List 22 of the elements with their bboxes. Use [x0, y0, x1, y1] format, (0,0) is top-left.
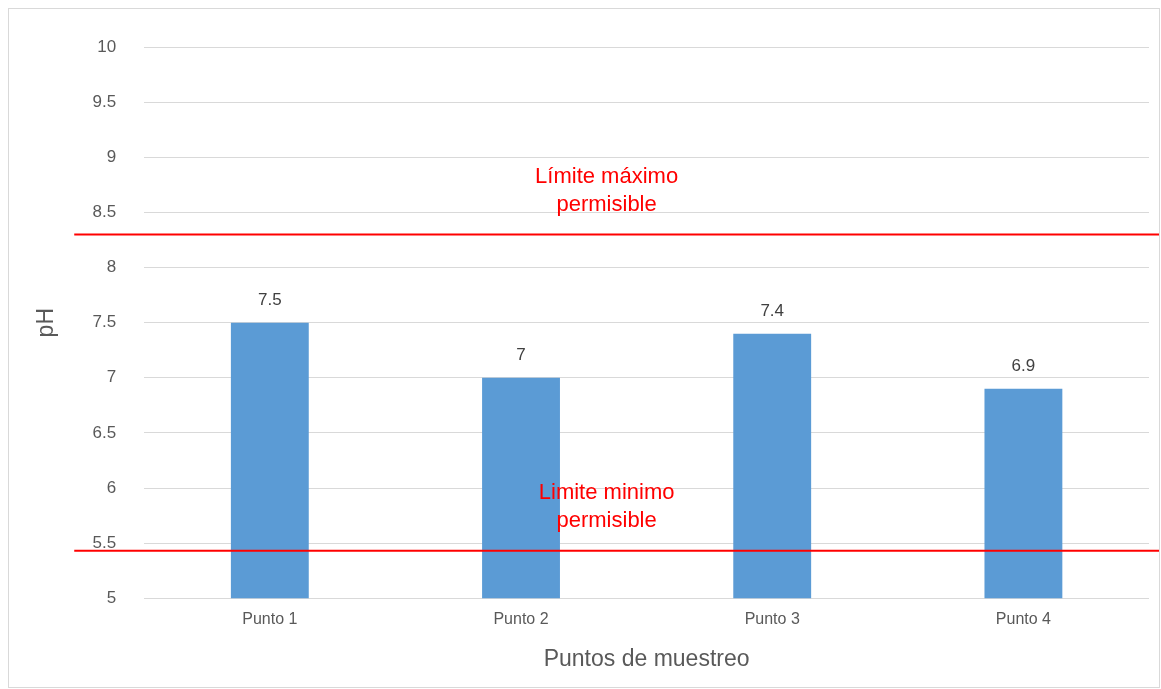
- y-tick-label: 9: [106, 147, 117, 167]
- y-tick-label: 8.5: [92, 202, 117, 222]
- y-tick-label: 6: [106, 477, 117, 497]
- x-axis-title: Puntos de muestreo: [543, 644, 750, 671]
- ref-line-label: Límite máximo permisible: [535, 162, 679, 216]
- data-label: 7.5: [258, 289, 282, 309]
- y-tick-label: 7: [106, 367, 117, 387]
- y-tick-label: 5: [106, 587, 117, 607]
- y-tick-label: 8: [106, 257, 117, 277]
- x-tick-label: Punto 4: [995, 610, 1052, 628]
- y-axis-title: pH: [32, 308, 59, 338]
- y-tick-label: 7.5: [92, 312, 117, 332]
- y-tick-label: 9.5: [92, 91, 117, 111]
- data-label: 7: [516, 344, 526, 364]
- x-tick-label: Punto 1: [242, 610, 298, 628]
- x-tick-label: Punto 2: [493, 610, 549, 628]
- y-tick-label: 10: [97, 36, 117, 56]
- y-tick-label: 6.5: [92, 422, 117, 442]
- data-label: 7.4: [760, 300, 785, 320]
- x-tick-label: Punto 3: [744, 610, 800, 628]
- data-label: 6.9: [1011, 356, 1036, 376]
- y-tick-label: 5.5: [92, 532, 117, 552]
